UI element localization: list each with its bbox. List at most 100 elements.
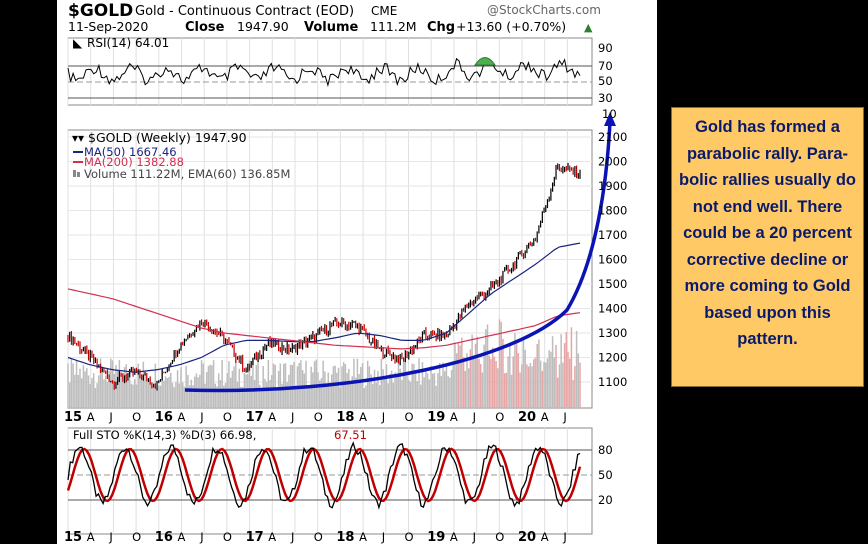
x-tick-label: 19 [427, 410, 445, 425]
price-legend-icon: ▾▾ [72, 131, 84, 145]
rsi-icon: ◣ [73, 36, 83, 50]
x-tick-label: 17 [246, 410, 264, 425]
chg-label: Chg [427, 20, 455, 35]
volume-bars [67, 319, 581, 408]
x-tick-label: 19 [427, 530, 445, 544]
chg-value: +13.60 (+0.70%) [456, 19, 566, 34]
x-tick-label: A [268, 410, 276, 424]
x-tick-label: A [541, 530, 549, 544]
x-tick-label: A [359, 530, 367, 544]
x-tick-label: 16 [155, 530, 173, 544]
callout-line: pattern. [737, 330, 798, 348]
price-tick: 1700 [598, 228, 627, 242]
x-tick-label: A [359, 410, 367, 424]
callout-line: not end well. There [692, 197, 843, 216]
price-tick: 1100 [598, 375, 627, 389]
volume-swatch-2 [77, 172, 80, 177]
volume-value: 111.2M [370, 19, 417, 34]
stock-chart: $GOLD Gold - Continuous Contract (EOD) C… [57, 0, 657, 544]
price-axis: 2100 2000 1900 1800 1700 1600 1500 1400 1300 1200… [598, 130, 627, 389]
x-tick-label: O [495, 410, 504, 424]
rsi-line [67, 57, 581, 88]
x-tick-label: J [108, 410, 112, 424]
x-tick-label: J [472, 410, 476, 424]
close-value: 1947.90 [237, 19, 289, 34]
watermark: @StockCharts.com [487, 3, 601, 17]
x-tick-label: O [132, 530, 141, 544]
callout-line: based upon this [704, 303, 831, 322]
sto-tick-20: 20 [598, 493, 613, 507]
x-tick-label: J [290, 410, 294, 424]
parabolic-curve [184, 121, 612, 393]
callout-line: corrective decline or [686, 250, 849, 269]
x-tick-label: O [405, 410, 414, 424]
volume-label: Volume [304, 20, 359, 35]
sto-label: Full STO %K(14,3) %D(3) 66.98, [73, 428, 256, 442]
price-title: $GOLD (Weekly) 1947.90 [88, 130, 247, 145]
price-tick: 1800 [598, 204, 627, 218]
price-tick: 1200 [598, 351, 627, 365]
callout-line: could be a 20 percent [683, 224, 852, 242]
sto-tick-80: 80 [598, 443, 613, 457]
x-tick-label: 20 [518, 410, 536, 425]
x-tick-label: J [381, 530, 385, 544]
rsi-tick-90: 90 [598, 41, 613, 55]
x-tick-label: A [541, 410, 549, 424]
symbol: $GOLD [68, 1, 133, 21]
x-tick-label: 15 [64, 530, 82, 544]
volume-legend: Volume 111.22M, EMA(60) 136.85M [84, 167, 290, 181]
price-tick: 1300 [598, 326, 627, 340]
x-tick-label: J [199, 530, 203, 544]
x-tick-label: J [108, 530, 112, 544]
price-tick: 2000 [598, 155, 627, 169]
rsi-overbought-fill [474, 57, 496, 66]
x-tick-label: J [199, 410, 203, 424]
close-label: Close [185, 20, 225, 35]
callout-line: bolic rallies usually do [679, 171, 856, 189]
sto-k-line [67, 441, 581, 510]
x-tick-label: 15 [64, 410, 82, 425]
chart-canvas: $GOLD Gold - Continuous Contract (EOD) C… [64, 1, 627, 544]
x-axis-middle: 15 A J O 16 A J O 17 A J O 18 A J O 19 A J O 20 A J [64, 410, 567, 425]
volume-swatch [73, 170, 76, 177]
x-tick-label: 16 [155, 410, 173, 425]
x-tick-label: O [223, 530, 232, 544]
x-tick-label: J [562, 530, 566, 544]
x-tick-label: O [314, 410, 323, 424]
x-tick-label: A [87, 410, 95, 424]
rsi-label: RSI(14) 64.01 [87, 36, 169, 50]
callout-line: parabolic rally. Para- [686, 144, 849, 163]
x-tick-label: A [178, 410, 186, 424]
x-tick-label: J [472, 530, 476, 544]
rsi-tick-50: 50 [598, 74, 613, 88]
date: 11-Sep-2020 [68, 19, 148, 34]
chart-lines [66, 57, 616, 510]
callout-line: more coming to Gold [684, 277, 851, 295]
contract-name: Gold - Continuous Contract (EOD) [135, 4, 354, 19]
x-tick-label: O [495, 530, 504, 544]
x-tick-label: A [450, 530, 458, 544]
price-tick: 1500 [598, 277, 627, 291]
x-tick-label: J [562, 410, 566, 424]
x-tick-label: A [87, 530, 95, 544]
curve-arrowhead-icon [604, 112, 616, 126]
ma200-line [67, 288, 581, 350]
sto-tick-50: 50 [598, 468, 613, 482]
sto-d-value: 67.51 [334, 428, 367, 442]
exchange: CME [371, 4, 397, 18]
price-tick: 1400 [598, 302, 627, 316]
x-tick-label: O [405, 530, 414, 544]
sto-panel [67, 427, 593, 535]
rsi-tick-30: 30 [598, 91, 613, 105]
x-tick-label: 18 [336, 530, 354, 544]
ma200-label: MA(200) 1382.88 [84, 155, 184, 169]
price-tick: 2100 [598, 130, 627, 144]
ma50-line [67, 242, 581, 373]
rsi-tick-10: 10 [602, 107, 617, 121]
ma50-label: MA(50) 1667.46 [84, 145, 177, 159]
up-arrow-icon: ▲ [584, 21, 593, 34]
sto-d-line [66, 447, 582, 503]
rsi-tick-70: 70 [598, 59, 613, 73]
price-tick: 1600 [598, 253, 627, 267]
x-tick-label: A [450, 410, 458, 424]
